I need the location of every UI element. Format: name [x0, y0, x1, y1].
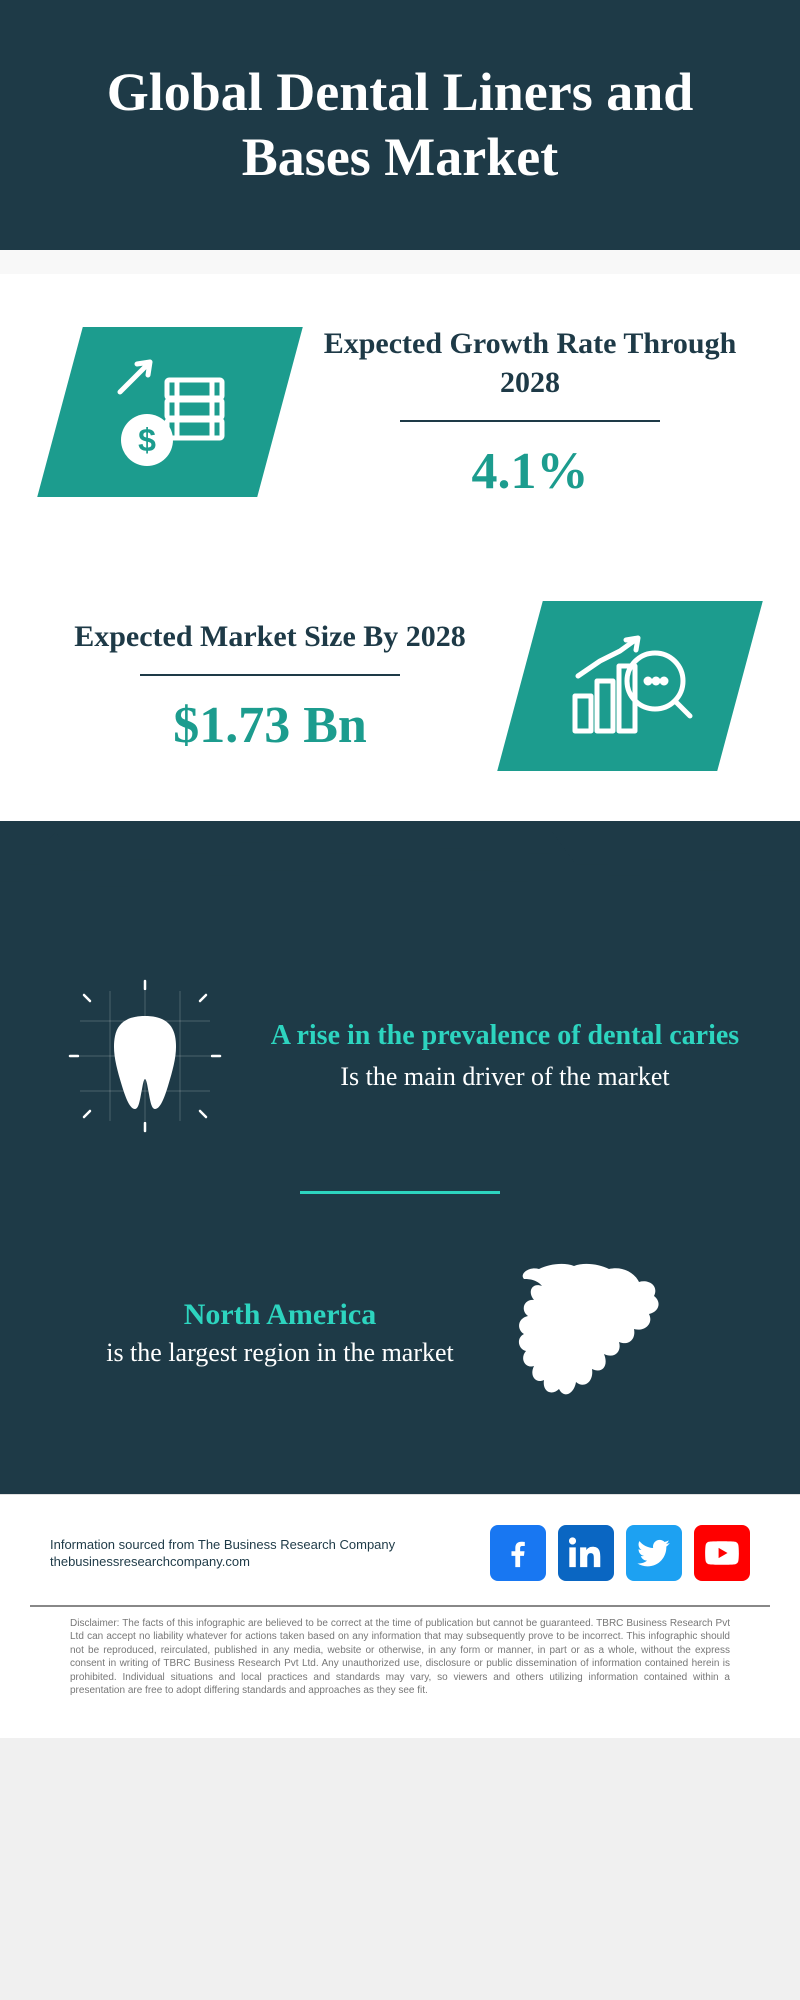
mid-divider: [300, 1191, 500, 1194]
driver-highlight: A rise in the prevalence of dental carie…: [270, 1018, 740, 1054]
tooth-icon: [60, 971, 230, 1141]
dark-section: A rise in the prevalence of dental carie…: [0, 931, 800, 1494]
market-analysis-icon: [560, 626, 700, 746]
stat-growth-rate: $ Expected Growth Rate Through 2028 4.1%: [0, 274, 800, 551]
skyline-silhouette: [0, 821, 800, 931]
disclaimer-section: Disclaimer: The facts of this infographi…: [30, 1605, 770, 1738]
source-domain: thebusinessresearchcompany.com: [50, 1554, 395, 1569]
footer: Information sourced from The Business Re…: [0, 1494, 800, 1605]
growth-label: Expected Growth Rate Through 2028: [320, 324, 740, 402]
disclaimer-text: Disclaimer: The facts of this infographi…: [70, 1617, 730, 1698]
region-block: North America is the largest region in t…: [60, 1254, 740, 1414]
north-america-map-icon: [494, 1254, 694, 1414]
source-line: Information sourced from The Business Re…: [50, 1537, 395, 1552]
region-sub: is the largest region in the market: [106, 1336, 454, 1370]
linkedin-icon[interactable]: [558, 1525, 614, 1581]
growth-text: Expected Growth Rate Through 2028 4.1%: [320, 324, 740, 501]
market-value: $1.73 Bn: [60, 696, 480, 755]
market-text: Expected Market Size By 2028 $1.73 Bn: [60, 617, 480, 755]
region-highlight: North America: [106, 1298, 454, 1332]
header-gap: [0, 250, 800, 274]
skyline-section: [0, 821, 800, 931]
infographic-container: Global Dental Liners and Bases Market: [0, 0, 800, 1738]
region-text: North America is the largest region in t…: [106, 1298, 454, 1370]
market-label: Expected Market Size By 2028: [60, 617, 480, 656]
header: Global Dental Liners and Bases Market: [0, 0, 800, 250]
money-growth-icon: $: [105, 352, 235, 472]
growth-value: 4.1%: [320, 442, 740, 501]
divider: [400, 420, 660, 422]
facebook-icon[interactable]: [490, 1525, 546, 1581]
social-icons: [490, 1525, 750, 1581]
driver-text: A rise in the prevalence of dental carie…: [270, 1018, 740, 1094]
footer-text: Information sourced from The Business Re…: [50, 1537, 395, 1569]
svg-text:$: $: [138, 422, 156, 458]
twitter-icon[interactable]: [626, 1525, 682, 1581]
youtube-icon[interactable]: [694, 1525, 750, 1581]
stat-market-size: Expected Market Size By 2028 $1.73 Bn: [0, 551, 800, 821]
driver-sub: Is the main driver of the market: [270, 1060, 740, 1094]
divider: [140, 674, 400, 676]
growth-icon-panel: $: [37, 327, 303, 497]
market-icon-panel: [497, 601, 763, 771]
page-title: Global Dental Liners and Bases Market: [40, 60, 760, 190]
driver-block: A rise in the prevalence of dental carie…: [60, 971, 740, 1141]
